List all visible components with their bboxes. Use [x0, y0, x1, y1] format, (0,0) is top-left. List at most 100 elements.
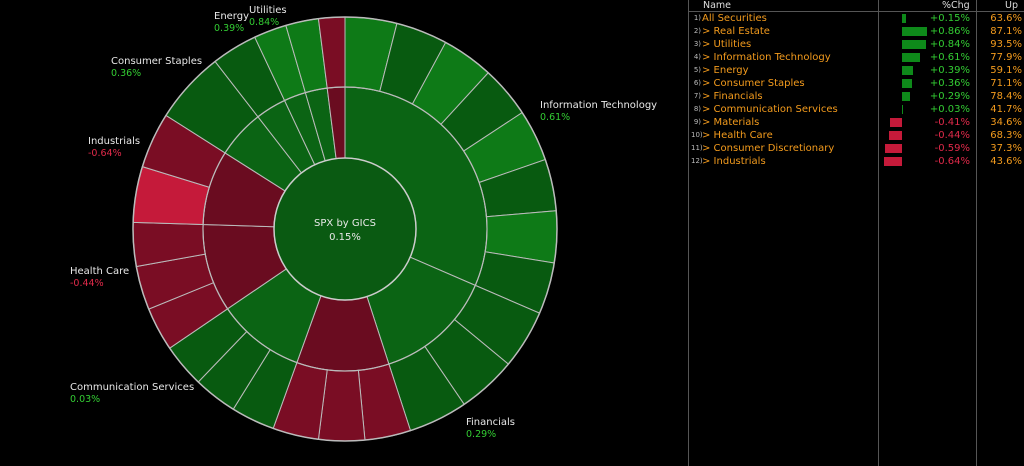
change-bar [902, 92, 911, 101]
value-financials: 0.29% [466, 429, 496, 440]
change-bar [902, 40, 927, 49]
row-name[interactable]: > Energy [702, 65, 749, 76]
value-industrials: -0.64% [88, 148, 122, 159]
value-utilities: 0.84% [249, 17, 279, 28]
column-divider [976, 0, 977, 466]
row-change: -0.41% [934, 117, 970, 128]
table-row[interactable]: 8) > Communication Services +0.03% 41.7% [689, 103, 1024, 116]
center-title: SPX by GICS [314, 218, 376, 229]
row-number: 10) [691, 131, 703, 139]
row-name[interactable]: > Consumer Staples [702, 78, 805, 89]
change-bar [902, 79, 913, 88]
row-number: 11) [691, 144, 703, 152]
row-change: +0.03% [929, 104, 970, 115]
row-name[interactable]: > Information Technology [702, 52, 831, 63]
table-row[interactable]: 2) > Real Estate +0.86% 87.1% [689, 25, 1024, 38]
row-name[interactable]: > Consumer Discretionary [702, 143, 835, 154]
row-name[interactable]: > Real Estate [702, 26, 770, 37]
change-bar [883, 157, 902, 166]
row-name[interactable]: > Materials [702, 117, 760, 128]
table-row[interactable]: 4) > Information Technology +0.61% 77.9% [689, 51, 1024, 64]
row-change: -0.44% [934, 130, 970, 141]
value-information-technology: 0.61% [540, 112, 570, 123]
middle-ring-border [202, 86, 488, 372]
row-number: 6) [693, 79, 701, 87]
label-industrials[interactable]: Industrials [88, 136, 140, 147]
table-row[interactable]: 10) > Health Care -0.44% 68.3% [689, 129, 1024, 142]
table-row[interactable]: 11) > Consumer Discretionary -0.59% 37.3% [689, 142, 1024, 155]
row-up-pct: 63.6% [990, 13, 1022, 24]
row-up-pct: 87.1% [990, 26, 1022, 37]
center-value: 0.15% [329, 232, 361, 243]
row-name[interactable]: All Securities [702, 13, 767, 24]
table-row[interactable]: 7) > Financials +0.29% 78.4% [689, 90, 1024, 103]
row-change: +0.36% [929, 78, 970, 89]
table-row[interactable]: 9) > Materials -0.41% 34.6% [689, 116, 1024, 129]
row-number: 9) [693, 118, 701, 126]
row-up-pct: 77.9% [990, 52, 1022, 63]
row-name[interactable]: > Financials [702, 91, 763, 102]
value-health-care: -0.44% [70, 278, 104, 289]
label-utilities[interactable]: Utilities [249, 5, 287, 16]
row-change: -0.64% [934, 156, 970, 167]
row-number: 7) [693, 92, 701, 100]
value-consumer-staples: 0.36% [111, 68, 141, 79]
row-name[interactable]: > Health Care [702, 130, 773, 141]
value-communication-services: 0.03% [70, 394, 100, 405]
row-up-pct: 41.7% [990, 104, 1022, 115]
label-consumer-staples[interactable]: Consumer Staples [111, 56, 202, 67]
row-name[interactable]: > Utilities [702, 39, 752, 50]
table-row[interactable]: 6) > Consumer Staples +0.36% 71.1% [689, 77, 1024, 90]
table-row[interactable]: 1) All Securities +0.15% 63.6% [689, 12, 1024, 25]
change-bar [889, 131, 902, 140]
sector-sunburst-chart[interactable]: SPX by GICS 0.15% Information Technology… [0, 0, 680, 466]
row-up-pct: 37.3% [990, 143, 1022, 154]
label-information-technology[interactable]: Information Technology [540, 100, 657, 111]
row-up-pct: 43.6% [990, 156, 1022, 167]
table-row[interactable]: 3) > Utilities +0.84% 93.5% [689, 38, 1024, 51]
row-number: 1) [693, 14, 701, 22]
change-bar [884, 144, 902, 153]
row-number: 4) [693, 53, 701, 61]
sector-table-panel: Name %Chg Up 1) All Securities +0.15% 63.6%… [688, 0, 1024, 466]
value-energy: 0.39% [214, 23, 244, 34]
row-number: 12) [691, 157, 703, 165]
column-divider [878, 0, 879, 466]
label-communication-services[interactable]: Communication Services [70, 382, 194, 393]
row-change: +0.29% [929, 91, 970, 102]
label-energy[interactable]: Energy [214, 11, 249, 22]
header-up[interactable]: Up [1005, 0, 1018, 11]
row-up-pct: 68.3% [990, 130, 1022, 141]
label-health-care[interactable]: Health Care [70, 266, 129, 277]
table-header: Name %Chg Up [689, 0, 1024, 12]
row-up-pct: 78.4% [990, 91, 1022, 102]
header-chg[interactable]: %Chg [942, 0, 970, 11]
row-change: -0.59% [934, 143, 970, 154]
row-number: 5) [693, 66, 701, 74]
row-up-pct: 59.1% [990, 65, 1022, 76]
row-change: +0.86% [929, 26, 970, 37]
chart-segments[interactable] [132, 16, 558, 442]
row-up-pct: 93.5% [990, 39, 1022, 50]
header-name[interactable]: Name [703, 0, 732, 11]
row-up-pct: 34.6% [990, 117, 1022, 128]
outer-ring-border [132, 16, 558, 442]
table-row[interactable]: 12) > Industrials -0.64% 43.6% [689, 155, 1024, 168]
change-bar [902, 105, 903, 114]
row-number: 8) [693, 105, 701, 113]
row-name[interactable]: > Industrials [702, 156, 766, 167]
change-bar [890, 118, 902, 127]
row-change: +0.61% [929, 52, 970, 63]
row-number: 2) [693, 27, 701, 35]
row-change: +0.39% [929, 65, 970, 76]
table-row[interactable]: 5) > Energy +0.39% 59.1% [689, 64, 1024, 77]
row-number: 3) [693, 40, 701, 48]
row-name[interactable]: > Communication Services [702, 104, 838, 115]
chart-center[interactable] [273, 157, 417, 301]
change-bar [902, 27, 927, 36]
change-bar [902, 66, 914, 75]
row-up-pct: 71.1% [990, 78, 1022, 89]
change-bar [902, 53, 920, 62]
label-financials[interactable]: Financials [466, 417, 515, 428]
change-bar [902, 14, 907, 23]
